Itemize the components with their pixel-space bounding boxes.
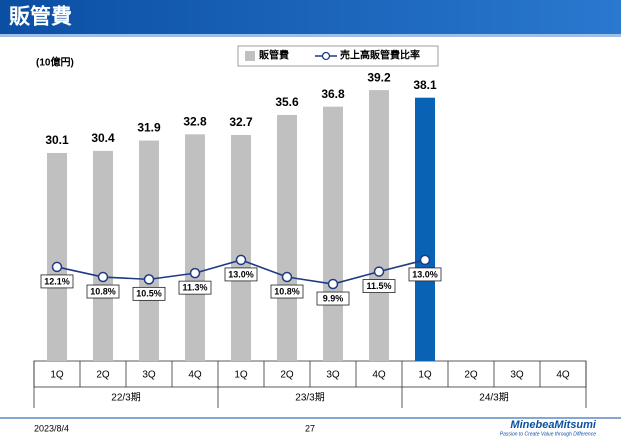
ratio-marker bbox=[281, 271, 293, 283]
bar bbox=[47, 152, 67, 361]
ratio-marker bbox=[51, 261, 63, 273]
ratio-label-box bbox=[270, 284, 304, 299]
slide-title: 販管費 bbox=[9, 5, 72, 29]
bar bbox=[369, 90, 389, 361]
ratio-marker bbox=[143, 274, 155, 285]
ratio-marker bbox=[419, 254, 431, 266]
bar-value-label: 39.2 bbox=[367, 70, 391, 84]
ratio-label-box bbox=[86, 284, 120, 299]
bar-value-label: 32.8 bbox=[183, 114, 207, 128]
ratio-label: 11.3% bbox=[182, 283, 207, 293]
footer-date: 2023/8/4 bbox=[34, 423, 69, 433]
header-band bbox=[0, 0, 621, 34]
ratio-label-box bbox=[408, 267, 442, 282]
x-tick-label: 2Q bbox=[464, 370, 478, 381]
legend: 販管費 売上高販管費比率 bbox=[237, 45, 439, 67]
ratio-label-box bbox=[316, 291, 350, 306]
bar-value-label: 30.4 bbox=[91, 131, 115, 145]
logo-tagline: Passion to Create Value through Differen… bbox=[500, 431, 596, 437]
x-tick-label: 1Q bbox=[418, 370, 432, 381]
bar bbox=[93, 150, 113, 361]
ratio-label-box bbox=[362, 279, 396, 293]
group-label: 22/3期 bbox=[111, 392, 140, 404]
bar-value-label: 32.7 bbox=[229, 115, 253, 129]
legend-label: 売上高販管費比率 bbox=[340, 49, 420, 62]
legend-box bbox=[237, 45, 439, 67]
logo: MinebeaMitsumi bbox=[510, 419, 597, 431]
legend-marker bbox=[321, 51, 331, 61]
x-tick-label: 4Q bbox=[188, 370, 202, 381]
bar bbox=[231, 135, 251, 361]
ratio-label-box bbox=[40, 274, 74, 289]
ratio-marker bbox=[235, 254, 247, 266]
ratio-label-box bbox=[224, 267, 258, 282]
header-rule bbox=[0, 34, 621, 37]
x-tick-label: 3Q bbox=[142, 370, 156, 381]
ratio-label-box bbox=[132, 286, 166, 301]
bar-value-label: 30.1 bbox=[45, 133, 69, 147]
ratio-marker bbox=[97, 271, 109, 283]
bar bbox=[185, 134, 205, 361]
bar bbox=[277, 114, 297, 361]
unit-label: (10億円) bbox=[36, 56, 74, 69]
ratio-label: 9.9% bbox=[323, 293, 344, 303]
ratio-label: 10.8% bbox=[90, 286, 116, 296]
x-tick-label: 4Q bbox=[556, 370, 570, 381]
bar bbox=[139, 140, 159, 361]
bar bbox=[323, 106, 343, 361]
ratio-label-box bbox=[178, 280, 212, 295]
bar-value-label: 38.1 bbox=[413, 78, 437, 92]
page-number: 27 bbox=[305, 423, 315, 433]
bar bbox=[415, 97, 435, 361]
ratio-label: 13.0% bbox=[412, 269, 438, 279]
x-tick-label: 2Q bbox=[96, 370, 110, 381]
x-tick-label: 1Q bbox=[50, 370, 64, 381]
ratio-label: 10.5% bbox=[136, 289, 162, 299]
ratio-label: 13.0% bbox=[228, 269, 254, 279]
bar-value-label: 36.8 bbox=[321, 87, 345, 101]
ratio-label: 11.5% bbox=[366, 281, 391, 291]
legend-label: 販管費 bbox=[259, 49, 289, 62]
x-tick-label: 4Q bbox=[372, 370, 386, 381]
ratio-label: 12.1% bbox=[44, 276, 70, 286]
group-label: 23/3期 bbox=[295, 392, 324, 404]
group-label: 24/3期 bbox=[479, 392, 508, 404]
ratio-label: 10.8% bbox=[274, 286, 300, 296]
x-tick-label: 2Q bbox=[280, 370, 294, 381]
legend-swatch bbox=[245, 51, 255, 61]
x-tick-label: 3Q bbox=[510, 370, 524, 381]
ratio-marker bbox=[327, 278, 339, 290]
ratio-marker bbox=[189, 267, 201, 279]
x-tick-label: 3Q bbox=[326, 370, 340, 381]
ratio-marker bbox=[373, 266, 385, 277]
bar-value-label: 31.9 bbox=[137, 121, 161, 135]
x-tick-label: 1Q bbox=[234, 370, 248, 381]
bar-value-label: 35.6 bbox=[275, 95, 299, 109]
